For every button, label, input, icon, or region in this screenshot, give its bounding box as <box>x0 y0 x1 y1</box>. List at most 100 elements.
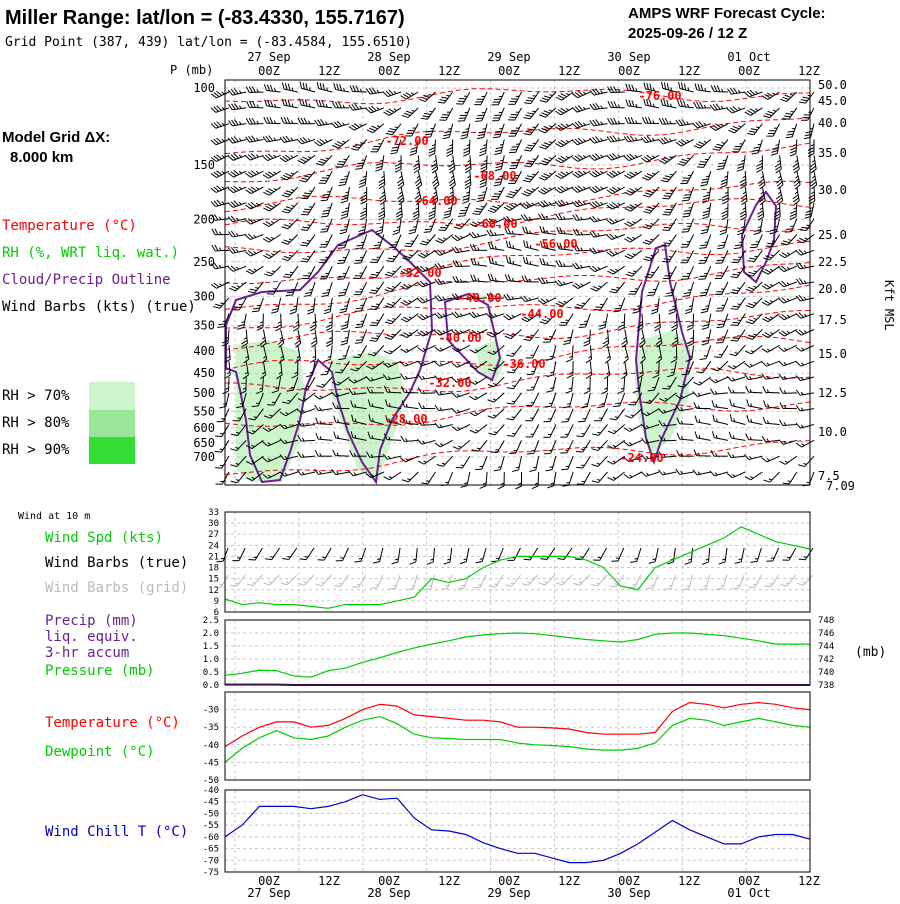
upper-barb-328 <box>436 230 453 245</box>
sfc-barb-true-2 <box>249 545 263 563</box>
upper-barb-861 <box>577 469 590 487</box>
legend-swatch-rh90 <box>89 437 135 464</box>
upper-barb-147 <box>335 152 349 170</box>
upper-barb-425 <box>304 280 315 298</box>
upper-barb-461 <box>324 297 332 315</box>
upper-barb-107 <box>246 134 264 143</box>
upper-barb-859 <box>547 471 556 489</box>
upper-barb-51 <box>492 105 504 123</box>
upper-barb-65 <box>727 102 745 114</box>
upper-barb-231 <box>572 181 590 193</box>
upper-barb-630 <box>222 377 229 394</box>
upper-barb-169 <box>717 153 728 171</box>
upper-barb-28 <box>694 83 712 92</box>
upper-barb-52 <box>508 105 521 123</box>
upper-barb-126 <box>572 134 590 146</box>
upper-barb-57 <box>590 102 608 110</box>
sfc-barb-true-30 <box>735 547 744 565</box>
upper-barb-46 <box>402 104 418 120</box>
precip-tick-3: 1.0 <box>203 655 219 665</box>
height-label-0: 50.0 <box>818 78 847 92</box>
upper-barb-823 <box>529 455 538 473</box>
upper-barb-421 <box>229 277 246 292</box>
height-label-6: 22.5 <box>818 255 847 269</box>
temp-tick-0: -30 <box>203 706 219 716</box>
height-label-2: 40.0 <box>818 116 847 130</box>
dewpoint-line <box>225 717 810 763</box>
upper-barb-243 <box>791 187 800 205</box>
sfc-barb-grid-28 <box>699 573 709 591</box>
upper-barb-559 <box>796 324 814 336</box>
upper-barb-346 <box>750 232 762 250</box>
upper-barb-203 <box>700 170 710 188</box>
upper-barb-103 <box>786 122 797 140</box>
upper-barb-871 <box>745 467 762 481</box>
legend-swatch-rh80 <box>89 410 135 437</box>
upper-barb-791 <box>576 437 590 455</box>
legend-swatch-rh70 <box>89 382 135 410</box>
precip-tick-0: 2.5 <box>203 616 219 626</box>
upper-barb-185 <box>395 171 404 189</box>
panel-frame-3 <box>225 692 810 780</box>
sfc-barb-true-17 <box>507 545 520 563</box>
upper-barb-234 <box>625 182 642 197</box>
sfc-barb-grid-19 <box>539 571 555 587</box>
upper-barb-145 <box>298 150 315 165</box>
upper-barb-263 <box>521 197 539 209</box>
upper-barb-729 <box>711 400 729 408</box>
wind-speed-line <box>225 527 810 609</box>
upper-barb-505 <box>469 308 487 318</box>
upper-barb-262 <box>504 198 522 212</box>
upper-barb-753 <box>526 422 539 440</box>
upper-barb-318 <box>263 229 281 243</box>
bottom-hour-label-5: 12Z <box>558 874 580 888</box>
upper-barb-254 <box>378 203 385 220</box>
upper-barb-801 <box>745 433 762 440</box>
legend-rh70: RH > 70% <box>2 388 70 404</box>
pressure-label-350: 350 <box>193 319 215 333</box>
upper-barb-87 <box>508 121 521 139</box>
upper-barb-424 <box>286 280 298 298</box>
upper-barb-134 <box>713 136 728 153</box>
upper-barb-36 <box>229 102 247 110</box>
upper-barb-300 <box>556 213 573 220</box>
upper-barb-336 <box>573 229 590 236</box>
upper-barb-755 <box>560 422 573 440</box>
upper-barb-452 <box>762 277 780 291</box>
upper-barb-34 <box>799 88 814 105</box>
upper-barb-681 <box>488 388 505 404</box>
upper-barb-482 <box>685 297 694 315</box>
upper-barb-618 <box>619 361 628 379</box>
sfc-barb-grid-16 <box>489 572 503 590</box>
upper-barb-204 <box>721 171 728 188</box>
upper-barb-118 <box>446 139 452 156</box>
height-label-1: 45.0 <box>818 94 847 108</box>
upper-barb-111 <box>314 134 332 147</box>
temp-tick-2: -40 <box>203 741 219 751</box>
top-hour-label-2: 00Z <box>378 64 400 78</box>
upper-barb-543 <box>524 326 539 343</box>
legend-wind-barbs-grid: Wind Barbs (grid) <box>45 580 188 596</box>
upper-barb-428 <box>354 279 367 297</box>
upper-barb-181 <box>319 168 332 186</box>
pressure-label-300: 300 <box>193 289 215 303</box>
windspd-tick-6: 15 <box>208 575 219 585</box>
upper-barb-72 <box>246 118 263 125</box>
isotherm-label-12: -28.00 <box>384 412 427 426</box>
upper-barb-836 <box>744 450 762 460</box>
upper-barb-319 <box>281 230 297 246</box>
upper-barb-74 <box>281 117 298 124</box>
upper-barb-248 <box>263 198 280 213</box>
upper-barb-489 <box>796 292 814 302</box>
upper-barb-652 <box>601 377 607 394</box>
upper-barb-232 <box>590 182 608 194</box>
upper-barb-304 <box>624 214 641 228</box>
upper-barb-342 <box>681 232 694 250</box>
upper-barb-71 <box>228 118 246 127</box>
upper-barb-170 <box>737 154 745 172</box>
upper-barb-264 <box>538 197 556 208</box>
upper-barb-616 <box>584 361 591 378</box>
upper-barb-426 <box>322 280 333 298</box>
upper-barb-16 <box>492 89 505 107</box>
sfc-barb-grid-30 <box>732 573 744 591</box>
